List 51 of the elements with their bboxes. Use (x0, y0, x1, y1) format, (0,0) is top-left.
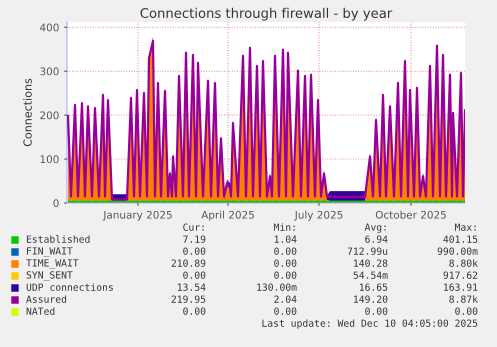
text: 16.65 (360, 283, 388, 291)
x-tick-label: July 2025 (294, 210, 342, 221)
text: 54.54m (354, 272, 388, 279)
text: 140.28 (354, 259, 388, 267)
text: 149.20 (354, 295, 388, 303)
text: 0.00 (183, 307, 206, 315)
text: 1.04 (274, 235, 297, 243)
text: 163.91 (444, 283, 478, 291)
x-tick-label: January 2025 (102, 210, 172, 221)
y-tick-label: 0 (53, 199, 59, 208)
text: 0.00 (274, 307, 296, 315)
text: Max: (454, 224, 476, 231)
text: 0.00 (183, 271, 206, 279)
text: 2.04 (274, 295, 297, 303)
y-tick-label: 100 (40, 155, 59, 164)
legend-label: FIN_WAIT (27, 247, 73, 257)
text: 401.15 (443, 235, 478, 243)
text: 7.19 (183, 235, 206, 243)
text: 130.00m (257, 283, 297, 291)
text: Min: (274, 223, 295, 231)
text: 210.89 (172, 259, 206, 267)
text: 712.99u (348, 247, 388, 255)
x-tick-label: April 2025 (201, 210, 254, 221)
text: 6.94 (365, 235, 388, 243)
text: 8.80k (449, 259, 478, 267)
legend-label: Established (26, 235, 90, 243)
legend-label: UDP connections (26, 283, 113, 291)
chart-title: Connections through firewall - by year (140, 8, 392, 21)
y-tick-label: 200 (40, 111, 59, 120)
text: Last update: Wed Dec 10 04:05:00 2025 (262, 319, 478, 329)
text: 0.00 (183, 247, 206, 255)
text: 0.00 (365, 307, 388, 315)
text: Cur: (183, 223, 204, 231)
legend-label: Assured (26, 295, 66, 303)
legend-label: TIME_WAIT (26, 259, 78, 269)
text: 0.00 (274, 271, 296, 279)
text: 13.54 (178, 283, 206, 291)
text: 0.00 (455, 307, 478, 315)
x-tick-label: October 2025 (376, 210, 446, 219)
legend-label: NATed (26, 307, 54, 315)
y-axis-title: Connections (23, 78, 32, 146)
y-tick-label: 300 (40, 67, 59, 76)
legend-label: SYN_SENT (26, 271, 73, 281)
text: 0.00 (274, 259, 296, 267)
text: Avg: (364, 224, 386, 233)
text: 8.87k (449, 295, 478, 303)
text: 219.95 (172, 295, 206, 303)
text: 990.00m (438, 247, 478, 255)
text: 917.62 (443, 271, 478, 279)
text: 0.00 (274, 247, 296, 255)
y-tick-label: 400 (40, 24, 59, 32)
